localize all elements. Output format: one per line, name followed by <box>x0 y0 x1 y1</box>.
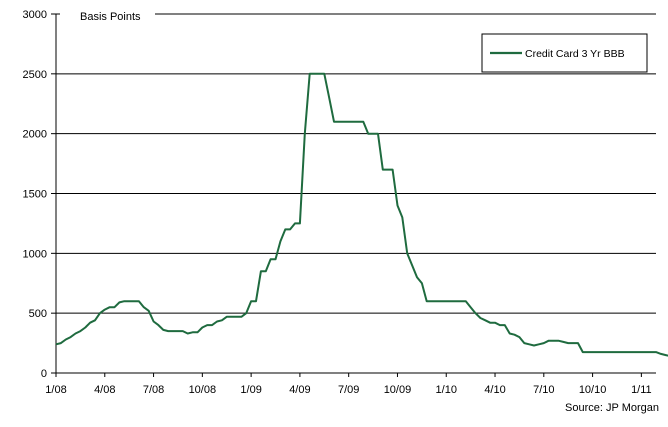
series-lines <box>55 72 668 357</box>
x-tick-label: 1/10 <box>436 384 457 396</box>
y-tick-label: 3000 <box>23 9 47 21</box>
x-tick-label: 4/09 <box>289 384 310 396</box>
y-tick-label: 500 <box>29 308 47 320</box>
y-tick-label: 2500 <box>23 69 47 81</box>
legend-label: Credit Card 3 Yr BBB <box>525 48 625 60</box>
y-tick-label: 0 <box>41 368 47 380</box>
x-tick-label: 4/08 <box>94 384 115 396</box>
y-tick-label: 2000 <box>23 129 47 141</box>
x-tick-label: 1/11 <box>631 384 652 396</box>
x-tick-labels: 1/08 4/08 7/08 10/08 1/09 4/09 7/09 10/09 1/10 4/… <box>45 384 651 396</box>
axes <box>51 13 642 377</box>
x-tick-label: 10/09 <box>384 384 412 396</box>
x-tick-label: 7/10 <box>533 384 554 396</box>
y-tick-labels: 0 500 1000 1500 2000 2500 3000 <box>23 9 47 380</box>
source-label: Source: JP Morgan <box>565 402 659 414</box>
grid-lines <box>56 13 656 374</box>
y-axis-label: Basis Points <box>80 11 141 23</box>
x-tick-label: 1/08 <box>45 384 66 396</box>
x-tick-label: 4/10 <box>484 384 505 396</box>
series-line <box>55 72 668 357</box>
x-tick-label: 1/09 <box>240 384 261 396</box>
x-tick-label: 7/09 <box>338 384 359 396</box>
y-tick-label: 1500 <box>23 189 47 201</box>
x-tick-label: 10/10 <box>579 384 607 396</box>
x-tick-label: 10/08 <box>189 384 217 396</box>
ylabel-background <box>60 9 155 23</box>
y-tick-label: 1000 <box>23 248 47 260</box>
x-tick-label: 7/08 <box>143 384 164 396</box>
legend: Credit Card 3 Yr BBB <box>481 33 648 73</box>
